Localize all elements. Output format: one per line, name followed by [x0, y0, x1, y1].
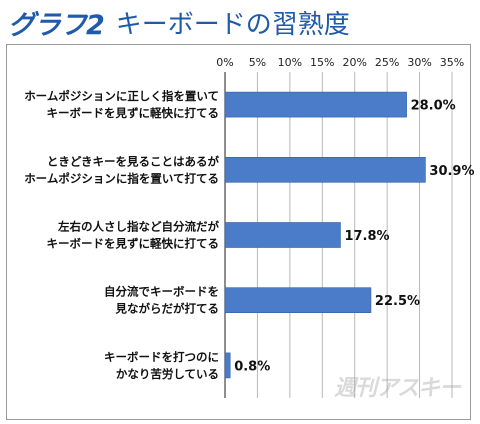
category-label: キーボードを見ずに軽快に打てる [47, 237, 220, 251]
bar [224, 157, 426, 183]
bar [224, 352, 231, 379]
category-label: ホームポジションに正しく指を置いて [24, 89, 219, 103]
bar [224, 91, 407, 118]
x-tick-label: 5% [249, 56, 266, 69]
category-label: ホームポジションに指を置いて打てる [24, 171, 219, 185]
category-label: 左右の人さし指など自分流だが [57, 220, 219, 234]
bar [224, 222, 341, 248]
chart-title-label: グラフ2 [8, 9, 105, 41]
value-label: 30.9% [429, 164, 474, 179]
bar [224, 287, 372, 314]
category-label: かなり苦労している [116, 367, 219, 381]
x-tick-label: 10% [278, 56, 302, 69]
value-label: 22.5% [375, 294, 420, 309]
x-tick-label: 25% [375, 56, 399, 69]
category-label: 見ながらだが打てる [115, 302, 220, 316]
category-label: キーボードを打つのに [104, 350, 219, 364]
value-label: 0.8% [234, 359, 270, 374]
chart-title: グラフ2 キーボードの習熟度 [8, 2, 350, 42]
x-tick-label: 20% [342, 56, 366, 69]
value-label: 17.8% [344, 229, 389, 244]
category-label: キーボードを見ずに軽快に打てる [47, 106, 220, 120]
x-tick-label: 15% [310, 56, 334, 69]
value-label: 28.0% [411, 99, 456, 114]
category-label: 自分流でキーボードを [104, 285, 219, 299]
x-tick-label: 0% [216, 56, 233, 69]
chart-title-text: キーボードの習熟度 [115, 9, 350, 40]
x-tick-label: 30% [407, 56, 431, 69]
category-label: ときどきキーを見ることはあるが [47, 154, 220, 168]
x-tick-label: 35% [440, 56, 464, 69]
chart-frame [6, 44, 471, 420]
